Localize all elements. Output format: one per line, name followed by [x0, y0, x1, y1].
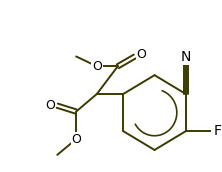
- Text: F: F: [214, 124, 222, 138]
- Text: O: O: [137, 48, 146, 61]
- Text: O: O: [45, 99, 55, 112]
- Text: N: N: [180, 50, 191, 64]
- Text: O: O: [92, 60, 102, 73]
- Text: O: O: [71, 133, 81, 146]
